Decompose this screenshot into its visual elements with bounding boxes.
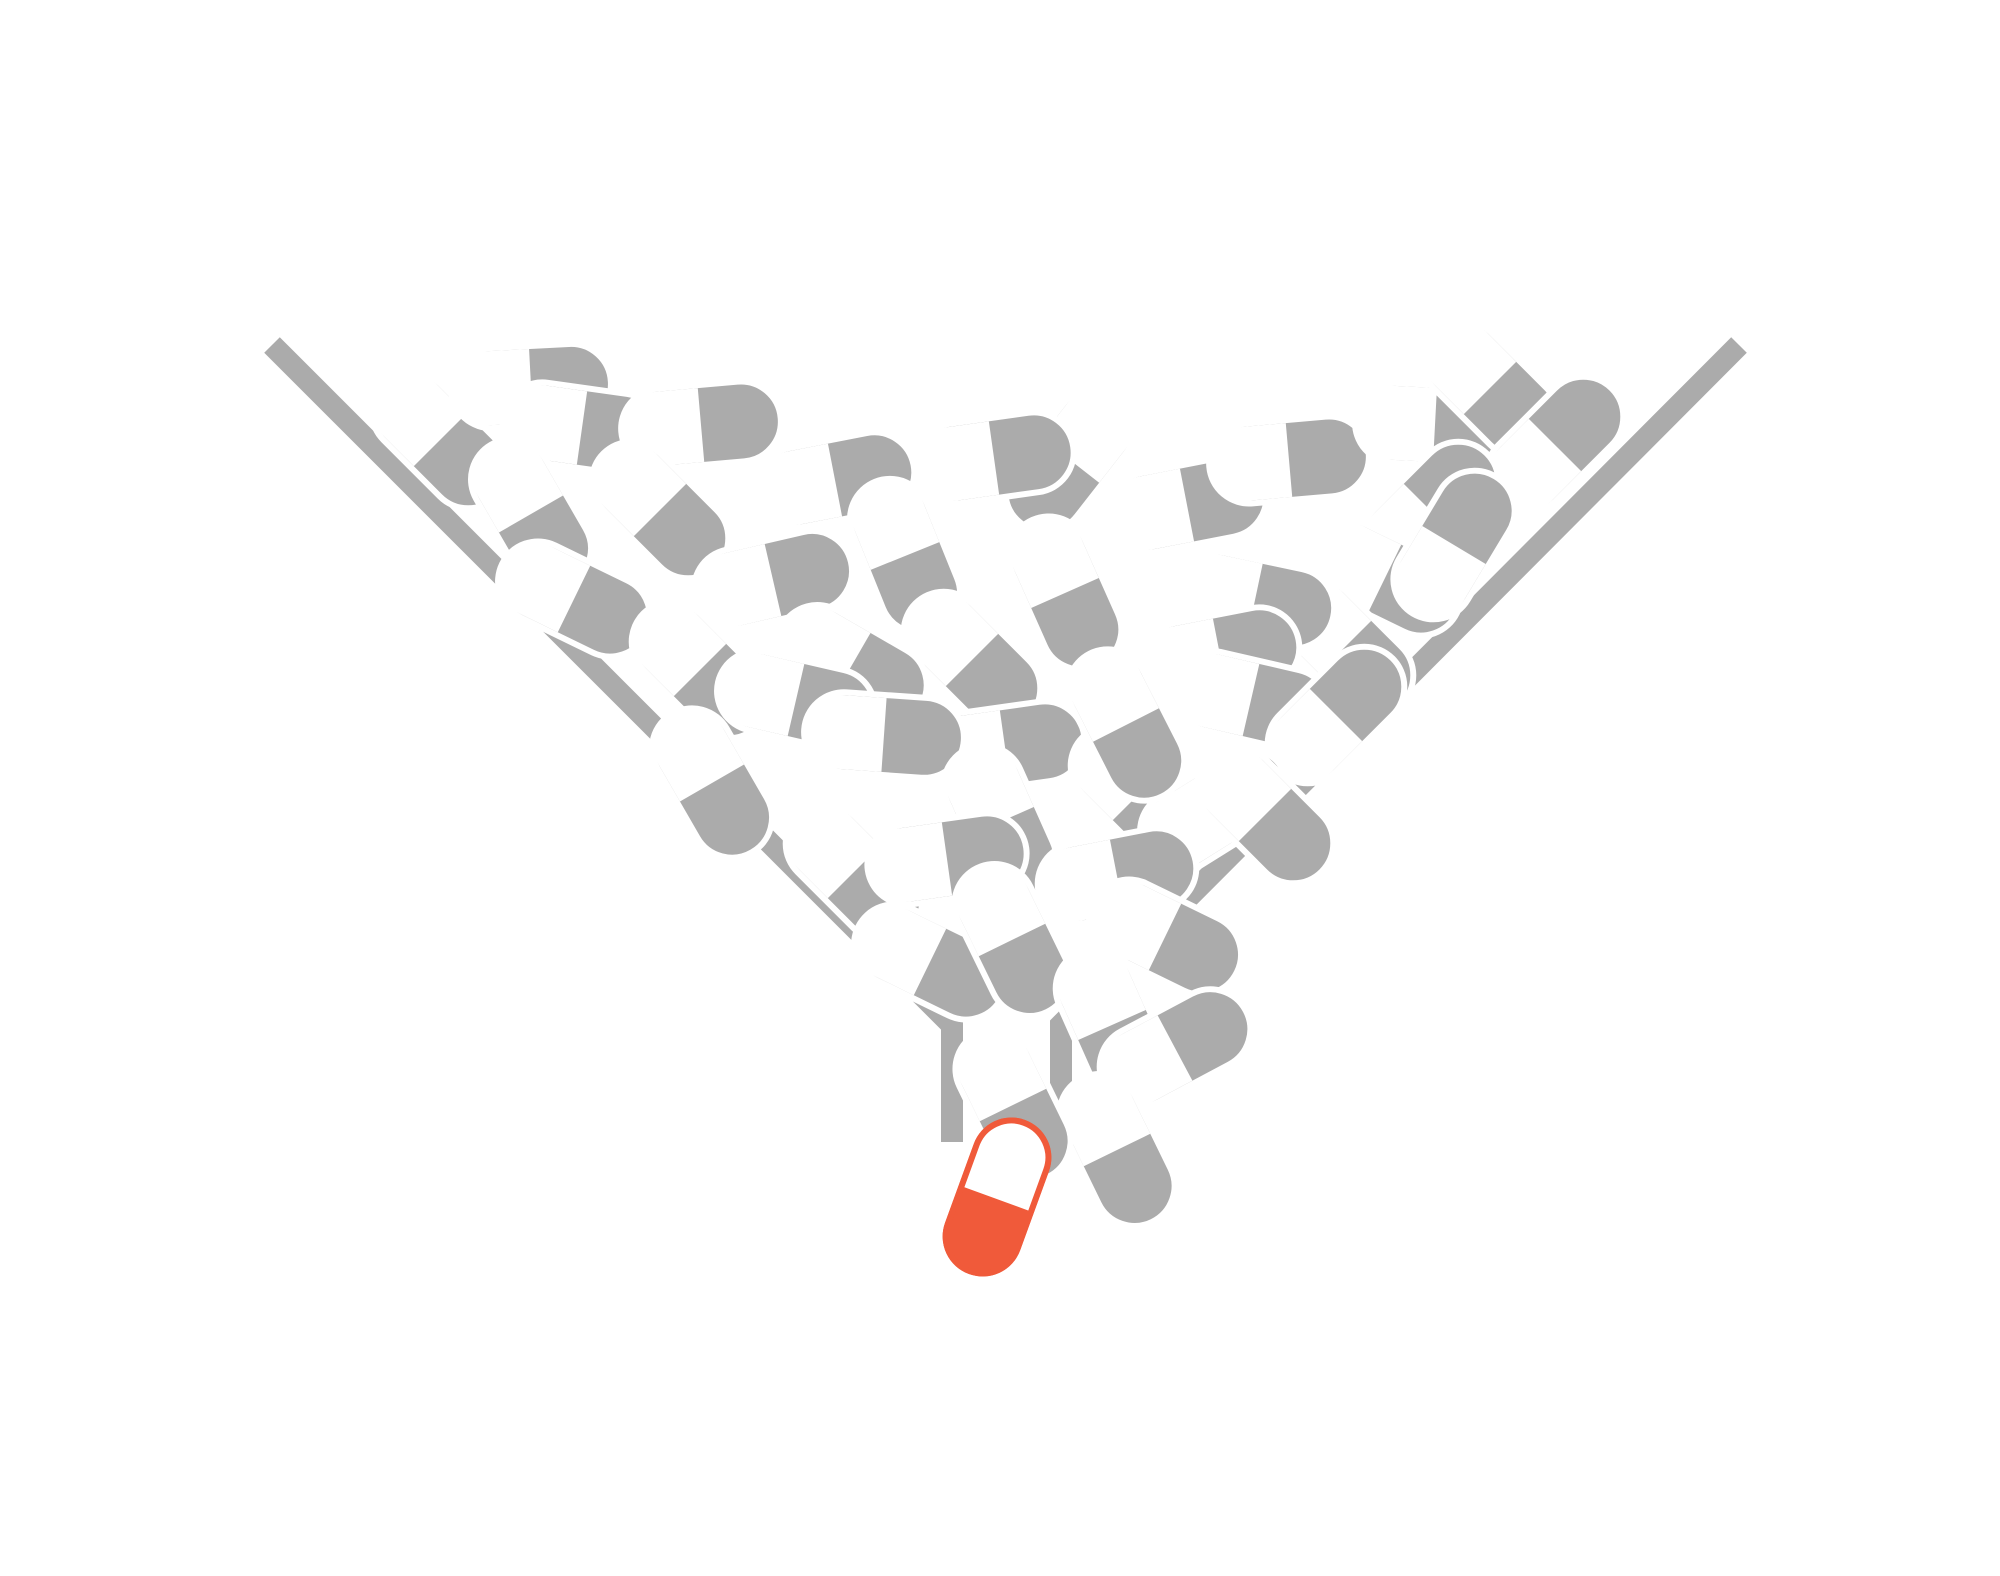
highlighted-capsule-icon	[942, 1117, 1052, 1277]
capsule-icon	[801, 690, 966, 781]
capsule-icon	[1206, 413, 1372, 507]
